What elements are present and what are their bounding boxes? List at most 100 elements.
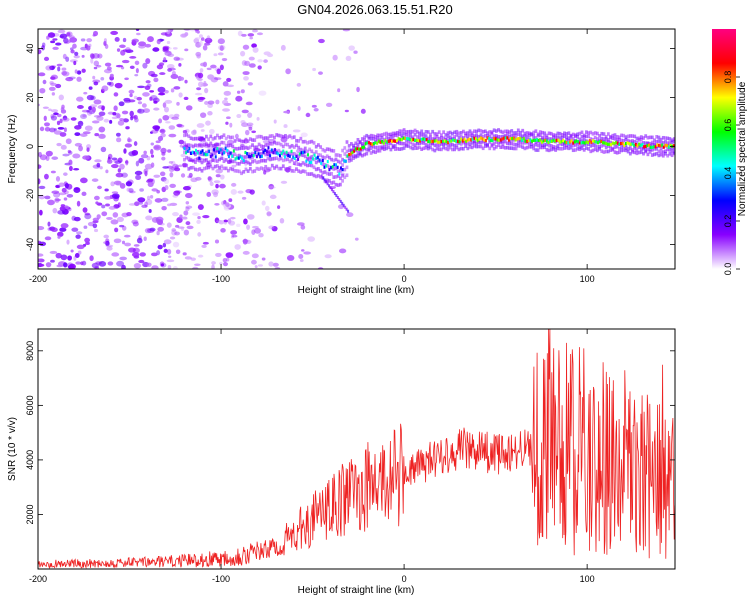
spectrogram-halo-cell	[464, 131, 467, 136]
spectrogram-signal-cell	[654, 145, 657, 149]
spectrogram-signal-cell	[405, 137, 408, 141]
spectrogram-halo-cell	[292, 151, 296, 156]
spectrogram-halo-cell	[547, 131, 551, 136]
spectrogram-noise-cell	[117, 168, 122, 173]
spectrogram-halo-cell	[426, 144, 430, 148]
spectrogram-noise-cell	[242, 44, 250, 50]
spectrogram-signal-cell	[661, 143, 664, 147]
spectrogram-halo-cell	[475, 144, 478, 149]
spectrogram-halo-cell	[650, 153, 654, 157]
spectrogram-noise-cell	[38, 164, 42, 169]
spectrogram-signal-cell	[529, 138, 532, 142]
spectrogram-halo-cell	[650, 142, 654, 147]
spectrogram-signal-cell	[532, 138, 535, 142]
spectrogram-noise-cell	[167, 149, 172, 153]
spectrogram-halo-cell	[466, 146, 470, 151]
spectrogram-signal-cell	[310, 160, 313, 165]
spectrogram-noise-cell	[225, 252, 234, 258]
spectrogram-noise-cell	[256, 32, 264, 36]
spectrogram-noise-cell	[108, 206, 116, 210]
spectrogram-halo-cell	[321, 147, 325, 152]
spectrogram-halo-cell	[488, 138, 492, 143]
spectrogram-noise-cell	[146, 195, 151, 201]
spectrogram-noise-cell	[174, 190, 183, 194]
spectrogram-signal-cell	[389, 138, 392, 143]
spectrogram-halo-cell	[286, 167, 290, 172]
spectrogram-halo-cell	[565, 132, 569, 136]
spectrogram-halo-cell	[492, 146, 496, 151]
spectrogram-noise-cell	[103, 241, 108, 245]
spectrogram-halo-cell	[626, 138, 630, 143]
spectrogram-halo-cell	[472, 134, 476, 138]
spectrogram-halo-cell	[237, 169, 241, 174]
spectrogram-signal-cell	[259, 155, 262, 159]
spectrogram-noise-cell	[112, 212, 119, 218]
spectrogram-halo-cell	[461, 129, 465, 134]
spectrogram-halo-cell	[303, 146, 307, 151]
spectrogram-signal-cell	[498, 138, 501, 142]
spectrogram-signal-cell	[608, 142, 611, 146]
spectrogram-halo-cell	[429, 141, 432, 146]
spectrogram-halo-cell	[633, 134, 637, 139]
spectrogram-halo-cell	[595, 144, 599, 149]
spectrogram-halo-cell	[220, 164, 224, 169]
spectrogram-noise-cell	[138, 44, 146, 49]
spectrogram-noise-cell	[217, 52, 224, 56]
spectrogram-halo-cell	[360, 153, 364, 158]
spectrogram-noise-cell	[196, 87, 202, 91]
spectrogram-signal-cell	[379, 140, 382, 144]
spectrogram-halo-cell	[222, 159, 226, 164]
spectrogram-noise-cell	[94, 133, 100, 137]
spectrogram-noise-cell	[241, 122, 249, 127]
spectrogram-noise-cell	[166, 222, 172, 228]
spectrogram-halo-cell	[378, 137, 382, 142]
spectrogram-halo-cell	[319, 169, 323, 173]
spectrogram-noise-cell	[57, 231, 64, 237]
spectrogram-noise-cell	[344, 109, 349, 113]
spectrogram-halo-cell	[560, 133, 564, 137]
spectrogram-noise-cell	[241, 109, 249, 114]
spectrogram-noise-cell	[171, 228, 177, 232]
spectrogram-noise-cell	[167, 203, 172, 207]
spectrogram-halo-cell	[516, 144, 520, 148]
spectrogram-signal-cell	[213, 148, 216, 152]
spectrogram-halo-cell	[308, 140, 312, 144]
spectrogram-halo-cell	[332, 158, 336, 163]
spectrogram-halo-cell	[481, 146, 485, 151]
spectrogram-signal-cell	[603, 141, 606, 145]
spectrogram-branch-cell	[333, 192, 336, 196]
spectrogram-signal-cell	[643, 145, 646, 149]
spectrogram-signal-cell	[285, 150, 288, 154]
spectrogram-halo-cell	[233, 152, 237, 157]
spectrogram-halo-cell	[255, 166, 259, 171]
spectrogram-noise-cell	[243, 218, 248, 225]
spectrogram-noise-cell	[262, 139, 270, 144]
spectrogram-noise-cell	[157, 86, 166, 93]
spectrogram-noise-cell	[221, 57, 228, 62]
spectrogram-noise-cell	[261, 257, 266, 261]
spectrogram-halo-cell	[488, 134, 492, 138]
spectrogram-signal-cell	[229, 151, 232, 155]
spectrogram-noise-cell	[213, 180, 221, 184]
spectrogram-signal-cell	[203, 152, 206, 156]
spectrogram-halo-cell	[538, 145, 542, 150]
spectrogram-halo-cell	[492, 128, 496, 133]
spectrogram-noise-cell	[159, 171, 166, 177]
spectrogram-noise-cell	[152, 47, 160, 52]
spectrogram-halo-cell	[268, 150, 272, 154]
spectrogram-halo-cell	[585, 142, 588, 146]
spectrogram-noise-cell	[231, 164, 237, 168]
spectrogram-signal-cell	[311, 157, 314, 161]
spectrogram-branch-cell	[329, 186, 332, 190]
spectrogram-noise-cell	[113, 92, 119, 97]
spectrogram-halo-cell	[200, 152, 204, 157]
spectrogram-noise-cell	[185, 105, 193, 111]
spectrogram-noise-cell	[76, 105, 84, 109]
spectrogram-noise-cell	[245, 129, 250, 136]
spectrogram-noise-cell	[313, 108, 319, 112]
spectrogram-noise-cell	[141, 204, 148, 208]
spectrogram-halo-cell	[628, 151, 632, 156]
spectrogram-halo-cell	[332, 180, 336, 185]
spectrogram-halo-cell	[655, 151, 659, 156]
spectrogram-halo-cell	[558, 146, 562, 151]
